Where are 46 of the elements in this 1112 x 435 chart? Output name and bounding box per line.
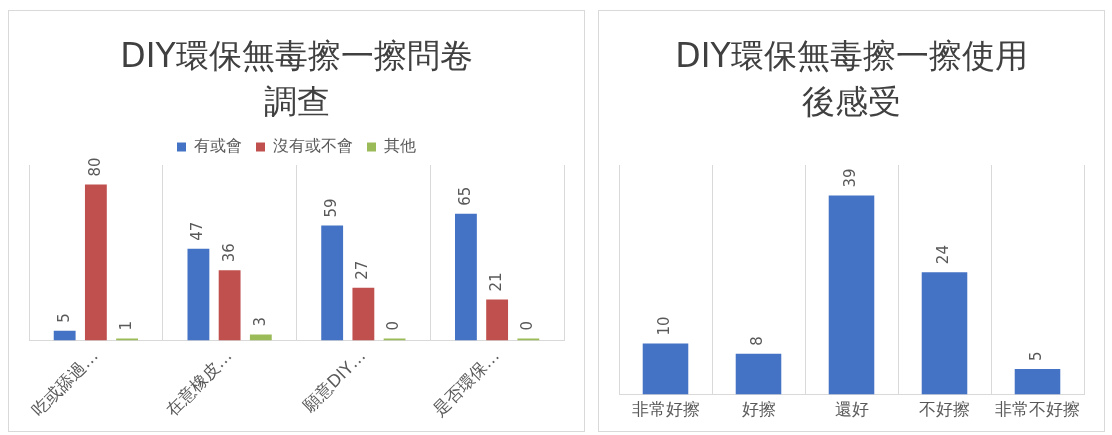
legend-label: 沒有或不會 bbox=[273, 136, 353, 156]
x-tick-label: 還好 bbox=[834, 399, 869, 420]
x-tick-label: 非常不好擦 bbox=[995, 399, 1080, 420]
bar bbox=[735, 353, 782, 395]
data-label: 1 bbox=[116, 320, 135, 331]
bar bbox=[84, 184, 107, 341]
x-tick-label: 在意橡皮… bbox=[161, 345, 236, 420]
data-label: 0 bbox=[384, 320, 403, 331]
bar bbox=[218, 270, 241, 341]
data-label: 47 bbox=[188, 221, 207, 241]
data-label: 36 bbox=[219, 243, 238, 263]
chart-title: DIY環保無毒擦一擦問卷調查 bbox=[119, 35, 474, 123]
x-tick-label: 吃或舔過… bbox=[27, 345, 102, 420]
bar bbox=[383, 338, 406, 341]
bar bbox=[828, 195, 875, 395]
data-label: 65 bbox=[455, 186, 474, 206]
bar bbox=[486, 299, 509, 341]
bar bbox=[921, 272, 968, 395]
data-label: 3 bbox=[250, 317, 269, 327]
x-tick-label: 非常好擦 bbox=[631, 399, 700, 420]
legend-label: 其他 bbox=[384, 136, 416, 156]
bar bbox=[53, 330, 76, 341]
x-tick-label: 是否環保… bbox=[428, 345, 504, 420]
data-label: 27 bbox=[353, 260, 372, 280]
data-label: 10 bbox=[655, 316, 674, 336]
bar bbox=[321, 225, 344, 341]
bar bbox=[642, 343, 689, 395]
chart-title: DIY環保無毒擦一擦使用後感受 bbox=[674, 35, 1029, 123]
bar bbox=[517, 338, 540, 341]
data-label: 80 bbox=[85, 157, 104, 177]
bar bbox=[1014, 369, 1061, 395]
x-tick-label: 不好擦 bbox=[919, 399, 970, 420]
bar bbox=[454, 213, 477, 341]
legend-label: 有或會 bbox=[194, 136, 242, 156]
bar bbox=[352, 287, 375, 341]
bar bbox=[116, 338, 139, 341]
x-tick-label: 好擦 bbox=[741, 399, 776, 420]
data-label: 8 bbox=[748, 336, 767, 346]
data-label: 59 bbox=[322, 198, 341, 218]
data-label: 5 bbox=[1027, 351, 1046, 362]
data-label: 0 bbox=[518, 320, 537, 331]
data-label: 39 bbox=[841, 168, 860, 188]
bar bbox=[187, 248, 210, 341]
data-label: 21 bbox=[487, 272, 506, 292]
data-label: 24 bbox=[934, 245, 953, 265]
data-label: 5 bbox=[54, 313, 73, 323]
